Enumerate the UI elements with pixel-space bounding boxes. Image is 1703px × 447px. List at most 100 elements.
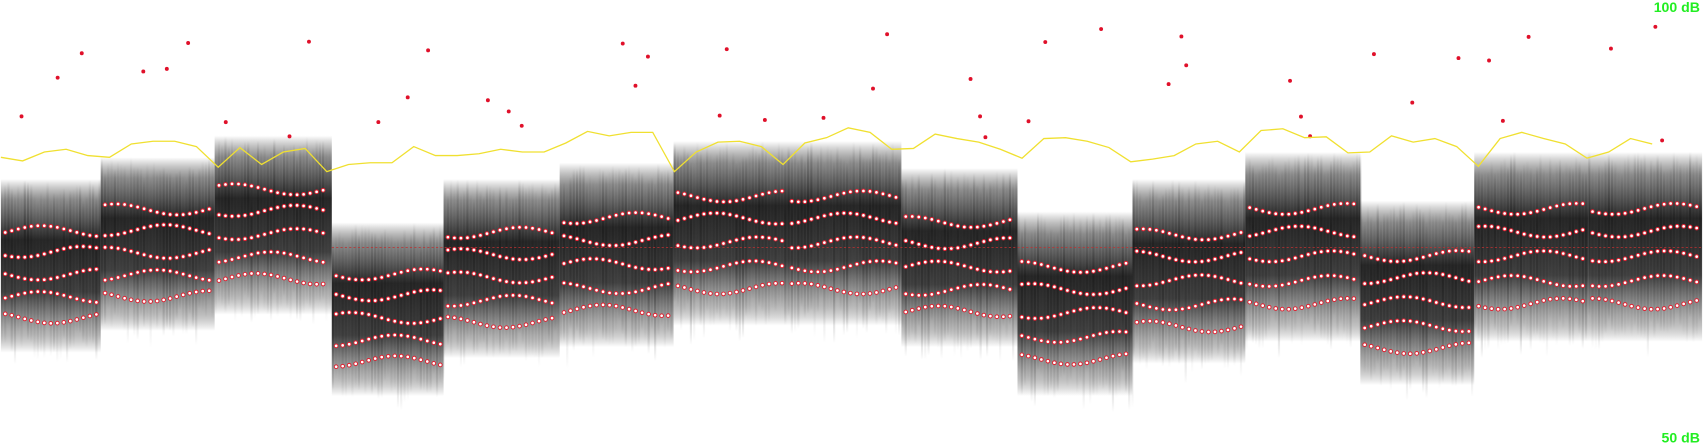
formant-dot bbox=[1299, 253, 1305, 259]
formant-dot bbox=[1279, 211, 1285, 217]
formant-dot bbox=[659, 266, 664, 272]
formant-dot bbox=[1173, 257, 1179, 263]
formant-dot bbox=[22, 276, 28, 282]
spectrogram-streak bbox=[683, 144, 686, 314]
formant-dot bbox=[1459, 248, 1465, 254]
spectrogram-streak bbox=[1672, 152, 1675, 330]
formant-dot bbox=[773, 236, 778, 242]
formant-dot bbox=[61, 273, 67, 279]
formant-dot bbox=[1019, 259, 1025, 264]
formant-dot bbox=[594, 218, 599, 223]
formant-dot bbox=[1104, 355, 1109, 361]
formant-dot bbox=[1078, 307, 1083, 312]
formant-dot bbox=[675, 268, 681, 273]
formant-dot bbox=[734, 260, 739, 266]
formant-dot bbox=[828, 238, 834, 244]
formant-dot bbox=[760, 234, 765, 240]
outlier-dot bbox=[1526, 34, 1531, 39]
formant-dot bbox=[1560, 296, 1566, 301]
spectrogram-streak bbox=[953, 186, 956, 357]
spectrogram-streak bbox=[524, 187, 528, 362]
formant-dot bbox=[1674, 223, 1680, 229]
spectrogram-streak bbox=[745, 155, 748, 317]
formant-dot bbox=[1446, 327, 1452, 333]
formant-dot bbox=[340, 363, 345, 369]
formant-dot bbox=[458, 303, 464, 308]
formant-dot bbox=[1154, 252, 1159, 257]
spectrogram-streak bbox=[986, 188, 989, 358]
formant-dot bbox=[893, 195, 899, 200]
formant-dot bbox=[109, 201, 114, 207]
formant-dot bbox=[1534, 208, 1540, 214]
spectrogram-streak bbox=[1329, 160, 1333, 350]
formant-dot bbox=[1134, 301, 1140, 306]
formant-dot bbox=[366, 277, 372, 282]
outlier-dot bbox=[19, 114, 24, 119]
formant-dot bbox=[815, 197, 821, 203]
formant-dot bbox=[536, 297, 542, 302]
formant-dot bbox=[1117, 352, 1122, 358]
spectrogram-streak bbox=[1692, 160, 1695, 343]
formant-dot bbox=[1407, 318, 1413, 324]
formant-dot bbox=[478, 248, 483, 254]
spectrogram-streak bbox=[1243, 181, 1246, 353]
formant-dot bbox=[128, 297, 134, 303]
formant-dot bbox=[594, 287, 599, 293]
spectrogram-streak bbox=[1118, 214, 1121, 394]
formant-dot bbox=[128, 228, 134, 234]
spectrogram-streak bbox=[751, 143, 754, 300]
formant-dot bbox=[587, 240, 593, 245]
formant-dot bbox=[1446, 343, 1452, 349]
formant-dot bbox=[1318, 249, 1324, 255]
spectrogram-streak bbox=[1490, 161, 1493, 326]
formant-dot bbox=[307, 204, 313, 210]
formant-dot bbox=[695, 245, 700, 251]
formant-dot bbox=[249, 271, 254, 276]
formant-dot bbox=[491, 252, 496, 258]
formant-dot bbox=[1573, 297, 1579, 303]
formant-dot bbox=[1058, 361, 1064, 367]
spectrogram-streak bbox=[62, 187, 65, 340]
spectrogram-streak bbox=[361, 224, 364, 387]
spectrogram-streak bbox=[1277, 173, 1281, 359]
formant-dot bbox=[1260, 208, 1266, 214]
formant-dot bbox=[281, 275, 287, 281]
spectrogram-streak bbox=[1689, 152, 1692, 318]
spectrogram-streak bbox=[979, 189, 982, 361]
formant-dot bbox=[249, 235, 254, 241]
formant-dot bbox=[216, 235, 222, 241]
outlier-dot bbox=[405, 95, 410, 100]
spectrogram-streak bbox=[1506, 166, 1509, 344]
formant-dot bbox=[652, 234, 658, 240]
formant-dot bbox=[242, 213, 248, 218]
formant-dot bbox=[714, 210, 720, 216]
formant-dot bbox=[452, 269, 457, 275]
outlier-dot bbox=[1487, 58, 1491, 63]
formant-dot bbox=[314, 206, 319, 211]
formant-dot bbox=[61, 320, 67, 325]
formant-dot bbox=[392, 294, 398, 300]
formant-dot bbox=[740, 236, 746, 241]
spectrogram-streak bbox=[1111, 232, 1115, 412]
formant-dot bbox=[1032, 336, 1038, 342]
formant-dot bbox=[1331, 273, 1337, 279]
formant-dot bbox=[223, 182, 228, 187]
formant-dot bbox=[1381, 347, 1387, 353]
spectrogram-streak bbox=[1108, 213, 1111, 396]
formant-dot bbox=[695, 212, 700, 218]
formant-dot bbox=[708, 291, 713, 296]
formant-dot bbox=[2, 230, 8, 235]
spectrogram-streak bbox=[1542, 167, 1545, 345]
formant-dot bbox=[167, 255, 173, 261]
spectrogram-streak bbox=[1633, 152, 1636, 328]
formant-dot bbox=[1193, 272, 1198, 278]
formant-dot bbox=[1401, 273, 1407, 279]
spectrogram-streak bbox=[409, 233, 413, 393]
formant-dot bbox=[9, 254, 15, 260]
spectrogram-streak bbox=[771, 155, 774, 309]
spectrogram-streak bbox=[774, 154, 777, 313]
formant-dot bbox=[1071, 308, 1077, 314]
formant-dot bbox=[484, 297, 490, 302]
spectrogram-streak bbox=[1037, 211, 1040, 371]
formant-dot bbox=[1123, 310, 1129, 315]
